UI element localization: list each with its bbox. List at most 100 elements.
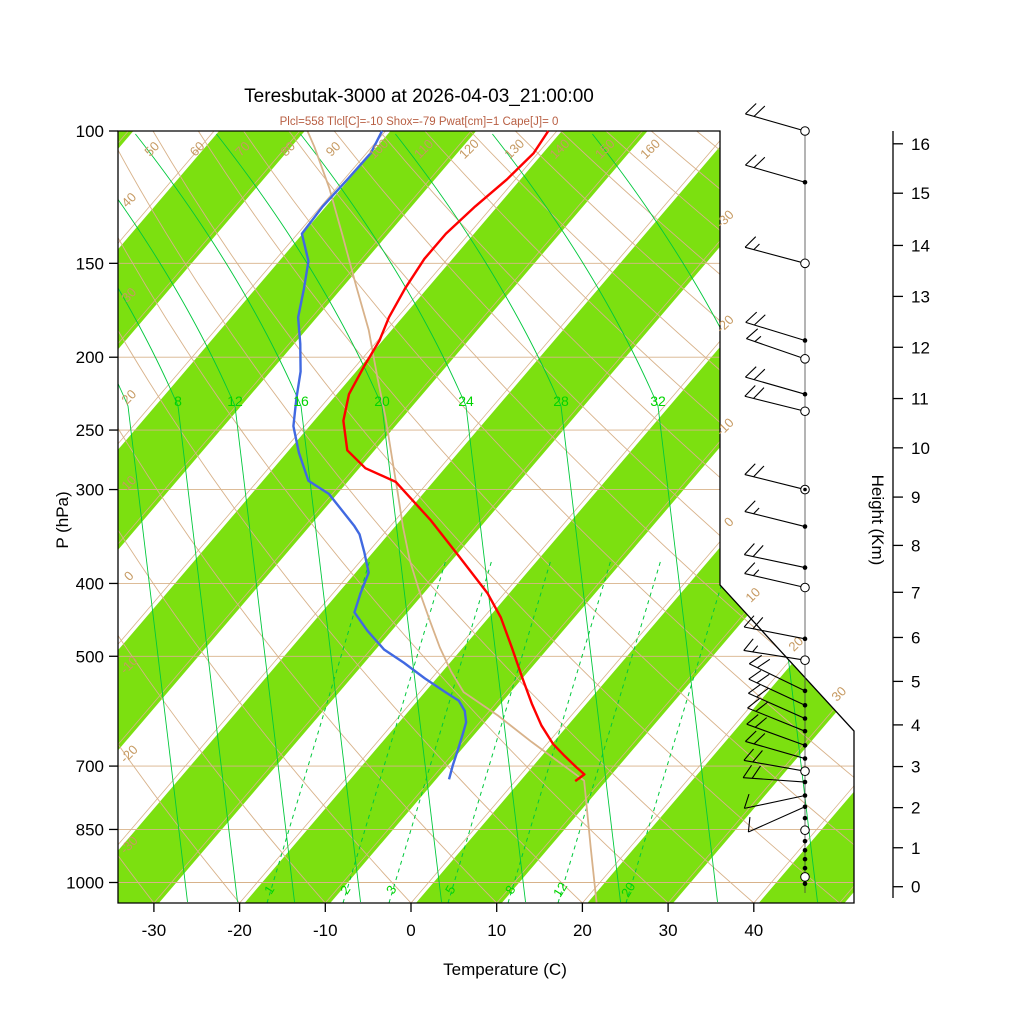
green-stripe — [118, 131, 477, 903]
wind-level-dot — [802, 565, 808, 570]
wind-level-dot — [802, 728, 808, 734]
height-tick-label: 16 — [911, 135, 930, 154]
tan-label: 160 — [637, 136, 663, 162]
temperature-axis: -30 -20 -10 0 10 20 30 40 Temperature (C) — [142, 903, 763, 979]
mixing-ratio-label: 12 — [550, 880, 570, 900]
temperature-tick-label: 30 — [659, 921, 678, 940]
tan-label: 0 — [121, 568, 137, 584]
wind-level-circle — [800, 825, 810, 836]
height-tick-label: 14 — [911, 236, 930, 255]
chart-title: Teresbutak-3000 at 2026-04-03_21:00:00 — [244, 86, 594, 107]
temperature-tick-label: 10 — [487, 921, 506, 940]
wind-level-dot — [802, 688, 808, 694]
wind-level-circle — [800, 655, 810, 665]
wind-level-dot — [802, 756, 808, 761]
wind-level-dot — [802, 702, 808, 708]
pressure-tick-label: 700 — [76, 757, 104, 776]
temperature-tick-label: -10 — [313, 921, 338, 940]
temperature-axis-title: Temperature (C) — [443, 960, 567, 979]
green-stripe — [587, 131, 854, 903]
height-tick-label: 10 — [911, 439, 930, 458]
moist-adiabat-label: 8 — [174, 393, 182, 409]
mixing-ratio-label: 20 — [618, 880, 638, 900]
plot-border — [117, 130, 855, 904]
pressure-tick-label: 500 — [76, 647, 104, 666]
wind-level-circle — [800, 126, 810, 136]
moist-adiabat-label: 24 — [458, 393, 474, 409]
wind-level-circle — [800, 582, 810, 593]
tan-label: 90 — [323, 138, 344, 159]
height-axis-title: Height (Km) — [868, 475, 887, 566]
wind-level-dot — [802, 865, 808, 871]
height-tick-label: 0 — [911, 878, 920, 897]
pressure-axis-title: P (hPa) — [53, 491, 72, 548]
green-stripe — [118, 131, 819, 903]
temperature-curve — [342, 130, 586, 783]
pressure-tick-label: 250 — [76, 421, 104, 440]
height-tick-label: 12 — [911, 338, 930, 357]
height-tick-label: 5 — [911, 672, 920, 691]
tan-label: -20 — [713, 312, 737, 336]
pressure-tick-label: 150 — [76, 254, 104, 273]
temperature-tick-label: -20 — [227, 921, 252, 940]
height-tick-label: 13 — [911, 287, 930, 306]
green-stripe — [118, 131, 648, 903]
wind-level-dot — [802, 391, 808, 397]
green-stripe — [758, 131, 854, 903]
moist-adiabat-label: 28 — [553, 393, 569, 409]
wind-level-dot — [802, 793, 808, 798]
height-tick-label: 8 — [911, 536, 920, 555]
moist-adiabat-label: 32 — [650, 393, 666, 409]
wind-level-dot — [802, 856, 808, 862]
wind-level-dot — [802, 524, 808, 529]
pressure-tick-label: 400 — [76, 574, 104, 593]
wind-level-dot — [802, 779, 808, 785]
temperature-tick-label: 40 — [744, 921, 763, 940]
tan-label: 10 — [742, 584, 763, 605]
pressure-tick-label: 200 — [76, 348, 104, 367]
wind-level-dot — [802, 847, 808, 853]
height-tick-label: 3 — [911, 758, 920, 777]
pressure-axis: 100 150 200 250 300 400 500 700 850 1000 P (hPa) — [53, 122, 118, 893]
pressure-tick-label: 1000 — [66, 874, 104, 893]
moist-adiabat-label: 16 — [293, 393, 309, 409]
wind-level-dot — [802, 881, 808, 887]
height-tick-label: 9 — [911, 488, 920, 507]
wind-level-circle — [800, 766, 810, 776]
height-tick-label: 11 — [911, 390, 929, 409]
tan-label: 20 — [118, 386, 139, 407]
height-tick-label: 1 — [911, 839, 920, 858]
wind-level-dot — [802, 179, 808, 185]
temperature-tick-label: 0 — [406, 921, 415, 940]
height-tick-label: 4 — [911, 716, 920, 735]
pressure-tick-label: 300 — [76, 481, 104, 500]
tan-label: 30 — [828, 683, 849, 704]
temperature-tick-label: -30 — [142, 921, 167, 940]
chart-subtitle: Plcl=558 Tlcl[C]=-10 Shox=-79 Pwat[cm]=1… — [279, 116, 559, 128]
wind-level-dot — [802, 815, 808, 821]
wind-barbs — [742, 103, 810, 893]
temperature-tick-label: 20 — [573, 921, 592, 940]
wind-level-dot — [802, 838, 808, 844]
wind-level-dot — [802, 636, 808, 642]
height-tick-label: 7 — [911, 583, 920, 602]
tan-label: 130 — [501, 136, 527, 162]
moist-adiabat-label: 20 — [374, 393, 390, 409]
tan-label: 40 — [118, 189, 139, 210]
height-tick-label: 6 — [911, 628, 920, 647]
mixing-ratio-label: 3 — [383, 883, 400, 897]
wind-level-circle — [800, 354, 810, 364]
height-tick-label: 2 — [911, 799, 920, 818]
wind-level-circle — [800, 258, 810, 269]
wind-level-dot — [802, 743, 808, 748]
height-tick-label: 15 — [911, 184, 930, 203]
wind-level-dot — [802, 804, 808, 810]
wind-level-dot — [802, 338, 808, 343]
wind-level-circle — [800, 406, 810, 417]
pressure-tick-label: 100 — [76, 122, 104, 141]
wind-level-circle — [800, 872, 810, 882]
pressure-tick-label: 850 — [76, 820, 104, 839]
